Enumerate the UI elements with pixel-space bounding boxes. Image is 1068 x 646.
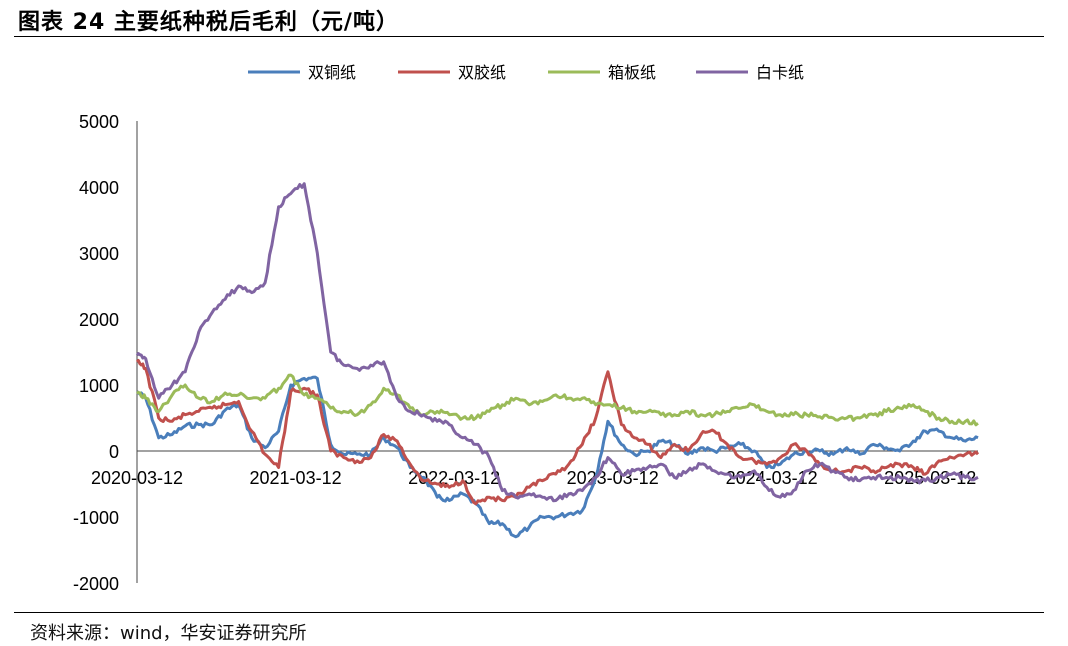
footer-rule <box>14 612 1044 613</box>
y-tick-label: -2000 <box>73 574 119 594</box>
series-line-4 <box>135 182 979 503</box>
y-tick-label: -1000 <box>73 508 119 528</box>
x-tick-label: 2021-03-12 <box>250 468 342 488</box>
series-line-3 <box>136 373 979 427</box>
y-tick-label: 2000 <box>79 310 119 330</box>
legend-label: 双胶纸 <box>458 63 506 82</box>
y-tick-label: 4000 <box>79 178 119 198</box>
title-underline <box>14 36 1044 37</box>
source-note: 资料来源：wind，华安证券研究所 <box>30 623 307 644</box>
chart-title: 图表 24 主要纸种税后毛利（元/吨） <box>18 10 399 35</box>
y-tick-label: 3000 <box>79 244 119 264</box>
legend-label: 双铜纸 <box>308 63 356 82</box>
y-tick-label: 1000 <box>79 376 119 396</box>
series-line-1 <box>136 375 979 539</box>
x-tick-label: 2023-03-12 <box>567 468 659 488</box>
y-tick-label: 5000 <box>79 112 119 132</box>
legend-label: 箱板纸 <box>608 63 656 82</box>
y-tick-label: 0 <box>109 442 119 462</box>
legend-label: 白卡纸 <box>756 63 804 82</box>
x-tick-label: 2020-03-12 <box>91 468 183 488</box>
